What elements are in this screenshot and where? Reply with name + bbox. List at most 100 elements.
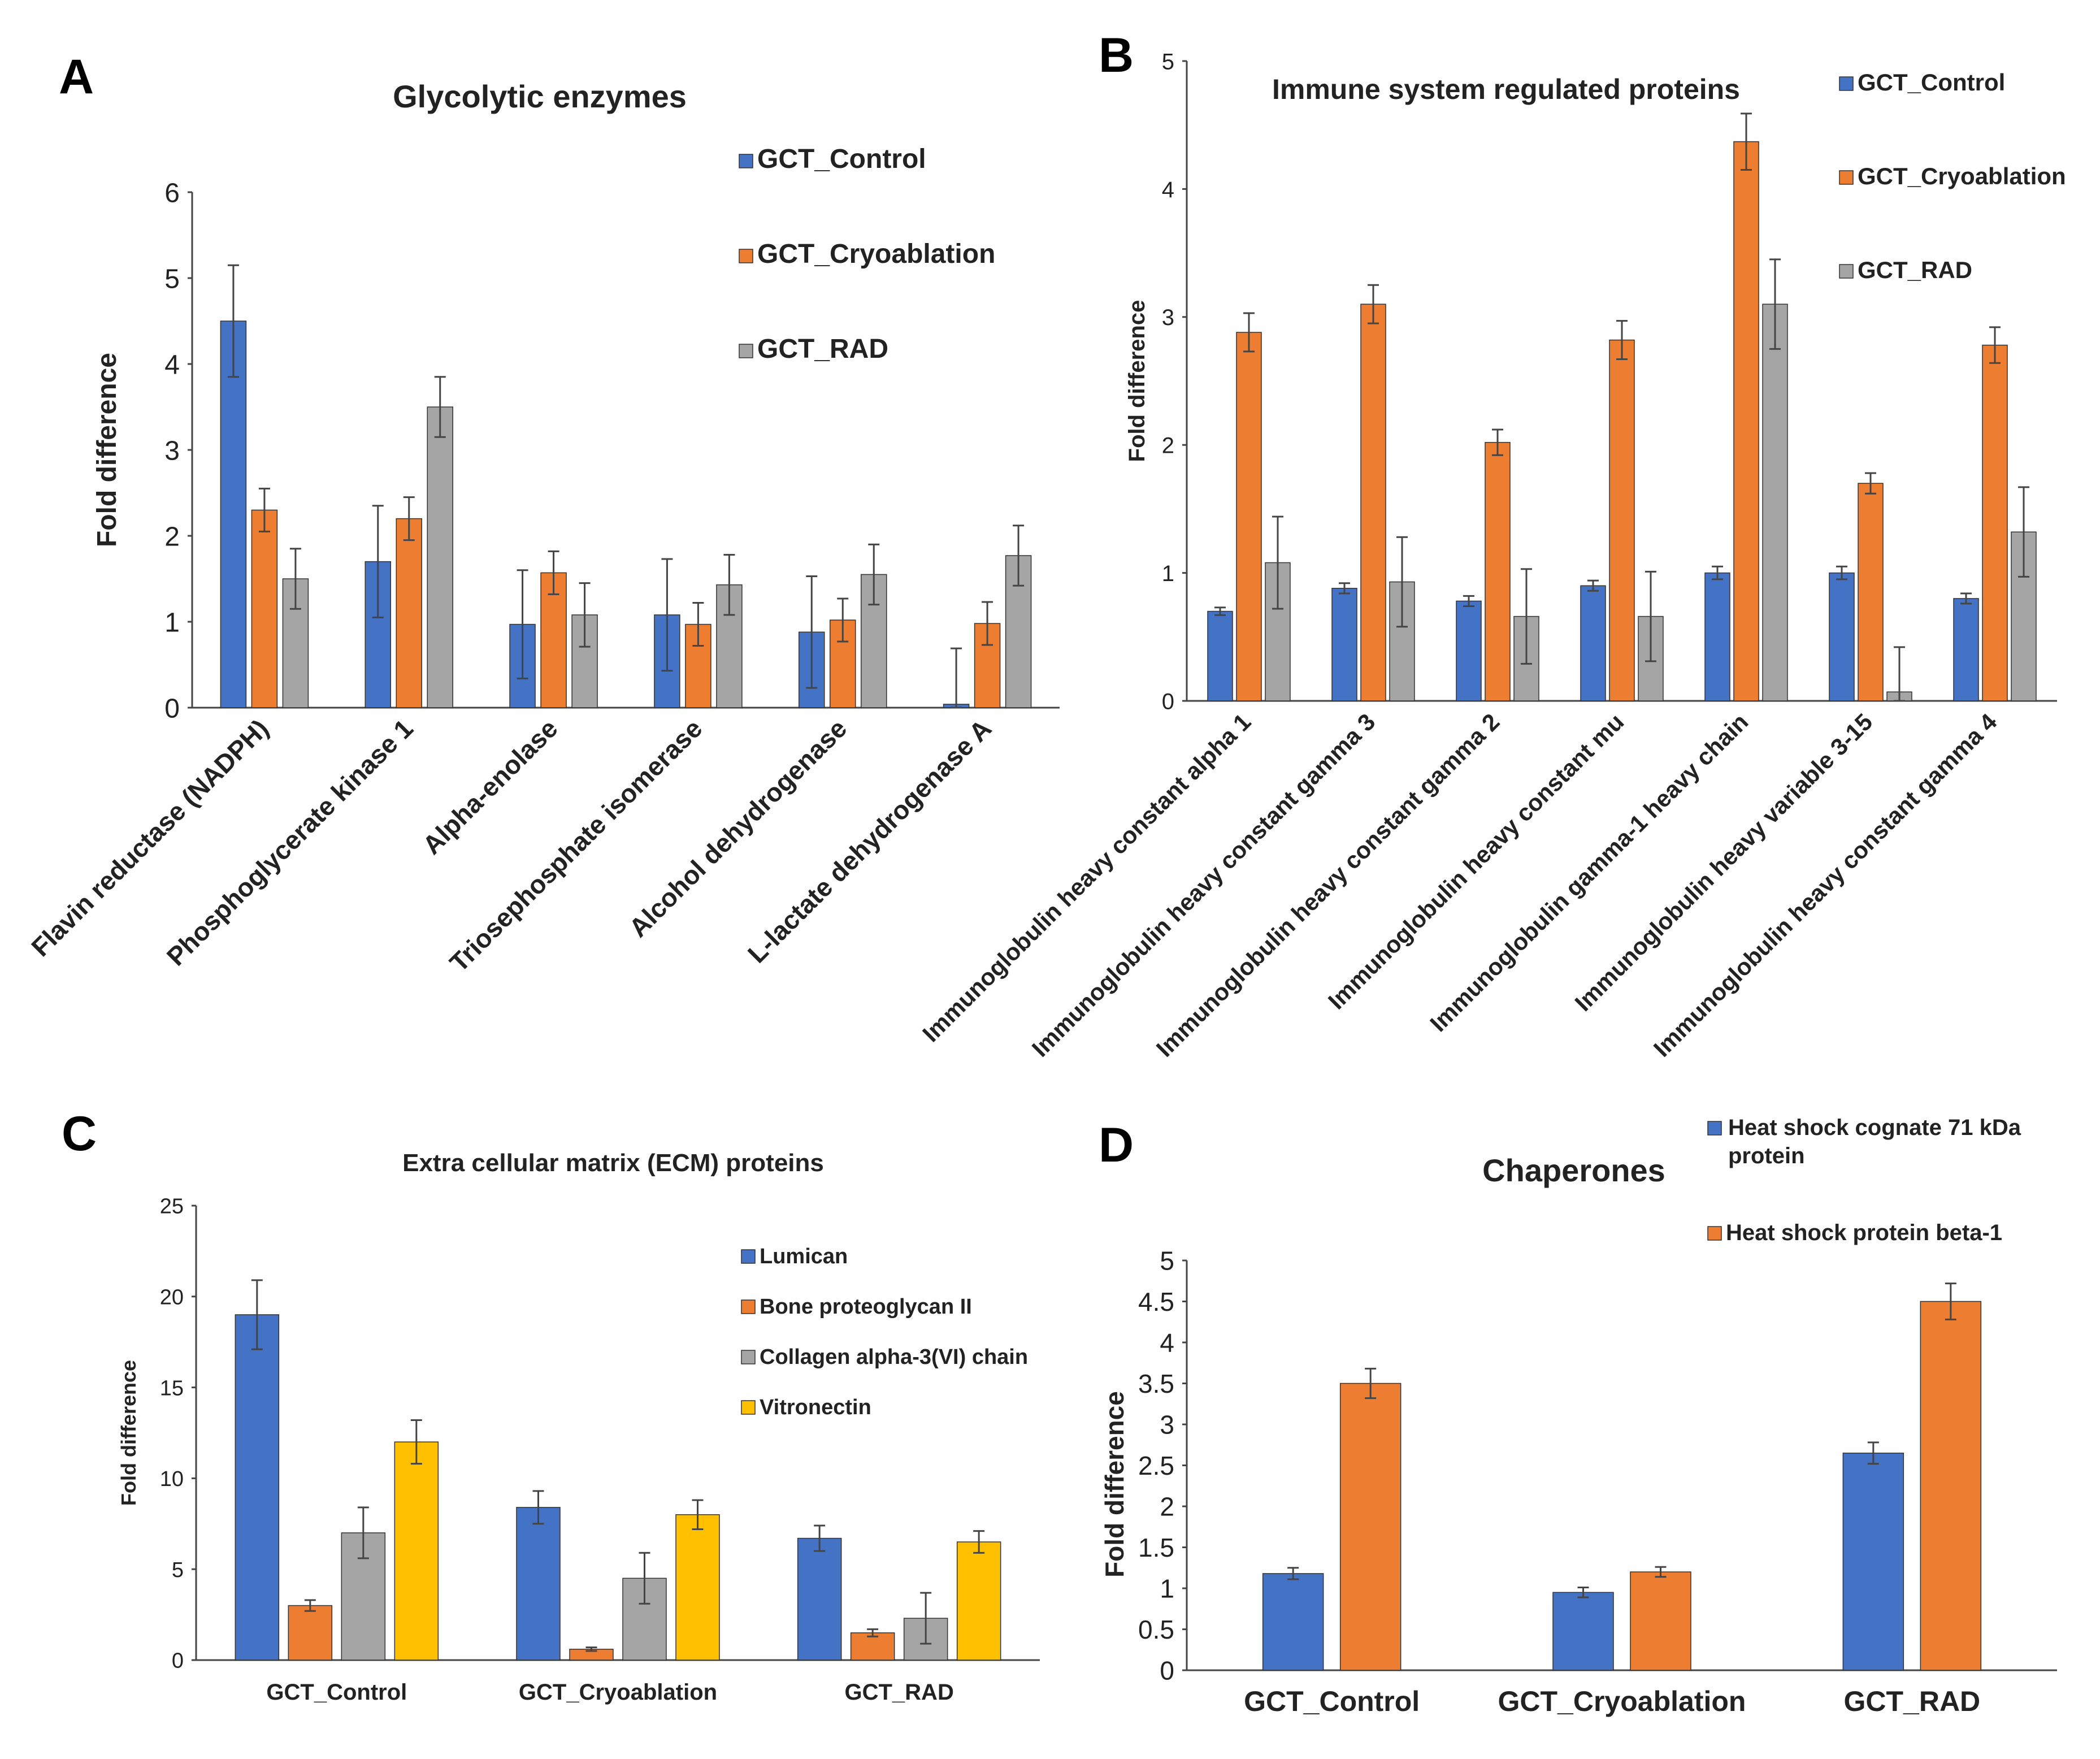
- bar-vitronectin: [675, 1514, 720, 1661]
- bar-gct-cryoablation: [396, 518, 422, 708]
- y-axis-title: Fold difference: [1100, 1391, 1129, 1578]
- bar-heat-shock-protein-beta-1: [1339, 1383, 1402, 1671]
- bar-gct-control: [1704, 572, 1730, 701]
- y-tick-label: 10: [160, 1467, 184, 1491]
- y-axis-title: Fold difference: [117, 1360, 140, 1506]
- panel-label: C: [62, 1107, 97, 1161]
- y-tick-label: 25: [160, 1195, 184, 1219]
- x-category-label: GCT_Cryoablation: [519, 1680, 717, 1705]
- legend-swatch: [741, 1350, 756, 1364]
- x-category-label: GCT_RAD: [1843, 1686, 1980, 1717]
- y-tick-label: 0.5: [1138, 1615, 1174, 1644]
- y-tick-label: 1: [1160, 1574, 1174, 1604]
- y-tick-label: 4: [1160, 1328, 1174, 1358]
- chart-title: Immune system regulated proteins: [1272, 73, 1740, 105]
- y-tick-label: 3: [1160, 1410, 1174, 1440]
- bar-vitronectin: [394, 1441, 439, 1661]
- legend-swatch: [739, 249, 753, 263]
- x-category-label: GCT_Cryoablation: [1498, 1686, 1746, 1717]
- bar-gct-cryoablation: [1982, 344, 2008, 701]
- legend-label: Heat shock cognate 71 kDa protein: [1728, 1115, 2021, 1168]
- bar-gct-rad: [1762, 304, 1788, 701]
- legend-swatch: [741, 1400, 756, 1415]
- legend-label: Heat shock protein beta-1: [1726, 1220, 2002, 1245]
- legend-label: GCT_RAD: [1858, 257, 1972, 283]
- y-tick-label: 3.5: [1138, 1369, 1174, 1398]
- bar-gct-cryoablation: [251, 509, 278, 708]
- x-category-label: Phosphoglycerate kinase 1: [161, 713, 419, 971]
- bar-gct-control: [1829, 572, 1855, 701]
- bar-lumican: [235, 1314, 280, 1661]
- bar-gct-cryoablation: [1733, 141, 1759, 701]
- legend-label: Collagen alpha-3(VI) chain: [760, 1345, 1028, 1369]
- y-tick-label: 3: [1162, 305, 1174, 330]
- y-tick-label: 1: [164, 608, 180, 638]
- y-tick-label: 5: [1160, 1246, 1174, 1276]
- bar-heat-shock-protein-beta-1: [1920, 1301, 1982, 1671]
- bar-vitronectin: [956, 1541, 1001, 1661]
- bar-gct-control: [1456, 600, 1482, 701]
- chart-title: Glycolytic enzymes: [393, 79, 687, 114]
- y-axis-title: Fold difference: [1125, 300, 1149, 462]
- bar-gct-control: [1580, 585, 1606, 701]
- bar-bone-proteoglycan-ii: [288, 1605, 333, 1661]
- x-category-label: Alpha-enolase: [417, 713, 563, 860]
- panel-c: C Extra cellular matrix (ECM) proteins 0 5 1…: [62, 1107, 1040, 1705]
- y-tick-label: 0: [1160, 1656, 1174, 1686]
- bar-bone-proteoglycan-ii: [850, 1632, 895, 1661]
- legend-label: GCT_Cryoablation: [1858, 163, 2066, 189]
- y-tick-label: 5: [172, 1558, 184, 1582]
- bar-gct-control: [1207, 610, 1233, 701]
- bar-lumican: [797, 1537, 842, 1661]
- x-category-label: Flavin reductase (NADPH): [25, 713, 274, 962]
- panel-a: A Glycolytic enzymes 0 1 2 3 4 5 6 Fold differenc…: [25, 50, 1060, 977]
- chart-title: Extra cellular matrix (ECM) proteins: [402, 1149, 824, 1177]
- y-tick-label: 15: [160, 1376, 184, 1400]
- chart-title: Chaperones: [1482, 1153, 1665, 1188]
- bar-lumican: [516, 1507, 561, 1661]
- panel-d: D Chaperones 0 0.5 1 1.5 2 2.5 3 3.5 4 4.5 5 Fold dif…: [1099, 1115, 2057, 1717]
- legend-label-line: Heat shock cognate 71 kDa: [1728, 1115, 2021, 1140]
- y-tick-label: 20: [160, 1285, 184, 1309]
- legend-label: GCT_RAD: [757, 334, 888, 364]
- legend: GCT_Control GCT_Cryoablation GCT_RAD: [1839, 69, 2066, 283]
- bar-gct-control: [1953, 598, 1979, 701]
- y-tick-label: 5: [164, 264, 180, 294]
- bar-gct-rad: [427, 406, 453, 708]
- legend-label: Lumican: [760, 1245, 848, 1268]
- bar-gct-control: [220, 320, 247, 708]
- bar-gct-cryoablation: [1360, 304, 1386, 701]
- panel-label: D: [1099, 1118, 1134, 1172]
- bar-gct-cryoablation: [1236, 332, 1262, 701]
- legend-label: Vitronectin: [760, 1396, 871, 1419]
- legend-swatch: [1707, 1226, 1722, 1241]
- bar-heat-shock-cognate-71-kda-protein: [1842, 1453, 1904, 1671]
- legend-swatch: [1839, 76, 1854, 91]
- legend-label: GCT_Control: [1858, 69, 2005, 96]
- y-tick-label: 1: [1162, 561, 1174, 586]
- panel-label: A: [59, 50, 94, 104]
- y-axis-title: Fold difference: [92, 353, 122, 547]
- bar-gct-cryoablation: [1485, 441, 1511, 701]
- y-tick-label: 2: [164, 522, 180, 552]
- legend-swatch: [1707, 1121, 1722, 1136]
- x-category-label: Triosephosphate isomerase: [444, 713, 708, 977]
- legend: GCT_Control GCT_Cryoablation GCT_RAD: [739, 144, 995, 364]
- y-tick-label: 0: [1162, 689, 1174, 714]
- panel-label: B: [1099, 28, 1134, 83]
- y-tick-label: 2: [1160, 1492, 1174, 1522]
- bar-heat-shock-protein-beta-1: [1630, 1571, 1691, 1671]
- legend-swatch: [741, 1249, 756, 1264]
- bar-gct-control: [1331, 588, 1357, 701]
- panel-b: B Immune system regulated proteins 0 1 2 3 4 5 F…: [917, 28, 2066, 1062]
- y-tick-label: 0: [172, 1649, 184, 1673]
- x-category-label: GCT_Control: [266, 1680, 407, 1705]
- legend-label: GCT_Control: [757, 144, 926, 174]
- y-tick-label: 3: [164, 436, 180, 466]
- y-tick-label: 4: [164, 350, 180, 380]
- y-tick-label: 5: [1162, 49, 1174, 74]
- y-tick-label: 0: [164, 694, 180, 723]
- x-category-label: L-lactate dehydrogenase A: [742, 713, 997, 968]
